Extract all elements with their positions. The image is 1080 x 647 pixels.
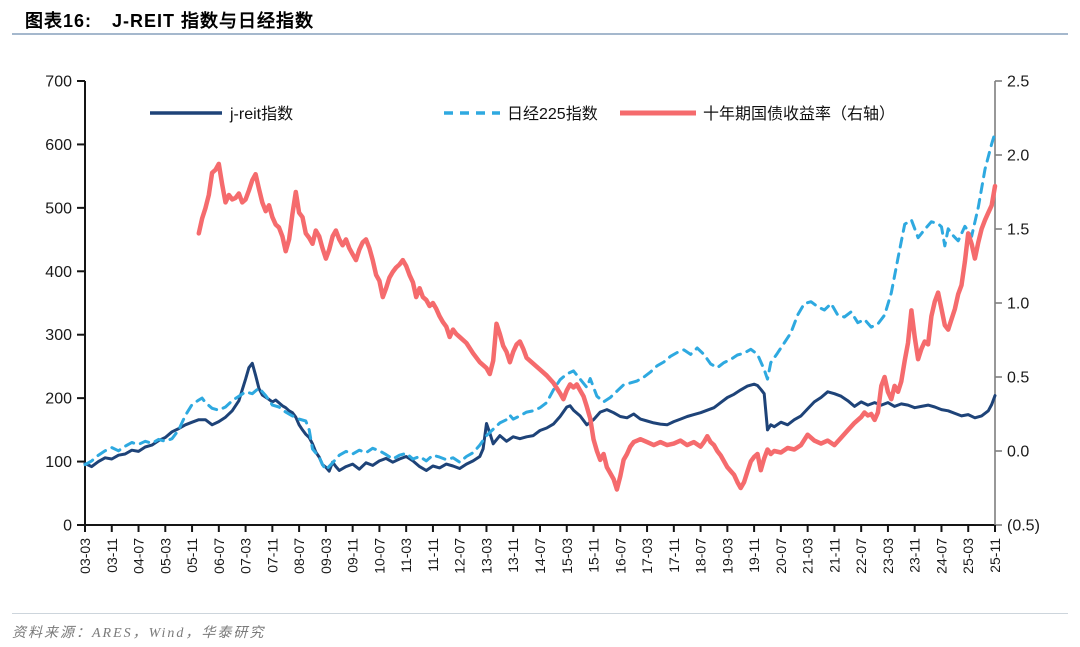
x-axis-tick-label: 07-11 xyxy=(264,538,280,573)
x-axis-tick-label: 13-03 xyxy=(478,538,494,574)
x-axis-tick-label: 25-03 xyxy=(960,538,976,574)
left-axis-tick-label: 700 xyxy=(45,74,72,91)
series-line-0 xyxy=(83,361,997,473)
x-axis-tick-label: 05-11 xyxy=(184,538,200,573)
right-axis-tick-label: 1.5 xyxy=(1007,222,1029,239)
x-axis-tick-label: 13-11 xyxy=(505,538,521,573)
x-axis-tick-label: 08-07 xyxy=(291,538,307,574)
x-axis-tick-label: 05-03 xyxy=(157,538,173,574)
legend-label-1: 日经225指数 xyxy=(507,105,598,123)
legend: j-reit指数 日经225指数 十年期国债收益率（右轴） xyxy=(150,105,895,123)
x-axis-tick-label: 18-07 xyxy=(693,538,709,574)
x-axis-tick-label: 23-03 xyxy=(880,538,896,574)
x-axis-tick-label: 17-03 xyxy=(639,538,655,574)
x-axis-tick-label: 04-07 xyxy=(131,538,147,574)
x-axis-tick-label: 15-03 xyxy=(559,538,575,574)
left-axis-tick-label: 400 xyxy=(45,264,72,281)
right-axis-tick-label: 1.0 xyxy=(1007,296,1029,313)
right-axis-tick-label: 0.5 xyxy=(1007,370,1029,387)
figure-label: 图表16: xyxy=(25,11,93,31)
left-axis-tick-label: 0 xyxy=(63,518,72,535)
x-axis-tick-label: 15-11 xyxy=(586,538,602,573)
source-note: 资料来源：ARES，Wind，华泰研究 xyxy=(12,613,1068,642)
title-divider xyxy=(12,33,1068,35)
x-axis-tick-label: 19-03 xyxy=(719,538,735,574)
x-axis-tick-label: 12-07 xyxy=(452,538,468,574)
x-axis-tick-label: 03-03 xyxy=(77,538,93,574)
x-axis-tick-label: 17-11 xyxy=(666,538,682,573)
left-axis-tick-label: 100 xyxy=(45,454,72,471)
legend-label-0: j-reit指数 xyxy=(229,105,293,123)
x-axis-tick-label: 03-11 xyxy=(104,538,120,573)
x-axis-tick-label: 14-07 xyxy=(532,538,548,574)
left-axis-tick-label: 600 xyxy=(45,137,72,154)
series-line-1 xyxy=(83,131,997,472)
legend-label-2: 十年期国债收益率（右轴） xyxy=(703,105,895,123)
x-axis-tick-label: 07-03 xyxy=(238,538,254,574)
x-axis-tick-label: 22-07 xyxy=(853,538,869,574)
left-axis-tick-label: 300 xyxy=(45,327,72,344)
x-axis-tick-label: 19-11 xyxy=(746,538,762,573)
series-line-2 xyxy=(196,161,998,492)
right-axis-tick-label: 0.0 xyxy=(1007,444,1029,461)
left-axis-tick-label: 500 xyxy=(45,200,72,217)
x-axis-tick-label: 25-11 xyxy=(987,538,1003,573)
figure-title: J-REIT 指数与日经指数 xyxy=(112,11,315,31)
x-axis-tick-label: 06-07 xyxy=(211,538,227,574)
figure-header: 图表16: J-REIT 指数与日经指数 xyxy=(25,7,314,33)
left-axis-tick-label: 200 xyxy=(45,391,72,408)
right-axis-tick-label: 2.5 xyxy=(1007,74,1029,91)
x-axis-tick-label: 23-11 xyxy=(907,538,923,573)
x-axis-tick-label: 11-03 xyxy=(398,538,414,573)
x-axis-tick-label: 21-03 xyxy=(800,538,816,574)
x-axis-tick-label: 16-07 xyxy=(612,538,628,574)
axes: 700 600 500 400 300 200 100 0 2.5 2.0 1.5 1.0 0.5 0.0… xyxy=(45,74,1040,574)
x-axis-tick-label: 09-11 xyxy=(345,538,361,573)
right-axis-tick-label: 2.0 xyxy=(1007,148,1029,165)
x-axis-tick-label: 10-07 xyxy=(371,538,387,574)
x-axis-tick-label: 11-11 xyxy=(425,538,441,572)
x-axis-tick-label: 09-03 xyxy=(318,538,334,574)
x-axis-tick-label: 21-11 xyxy=(826,538,842,573)
x-axis-tick-label: 24-07 xyxy=(933,538,949,574)
right-axis-tick-label: (0.5) xyxy=(1007,518,1040,535)
x-axis-tick-label: 20-07 xyxy=(773,538,789,574)
